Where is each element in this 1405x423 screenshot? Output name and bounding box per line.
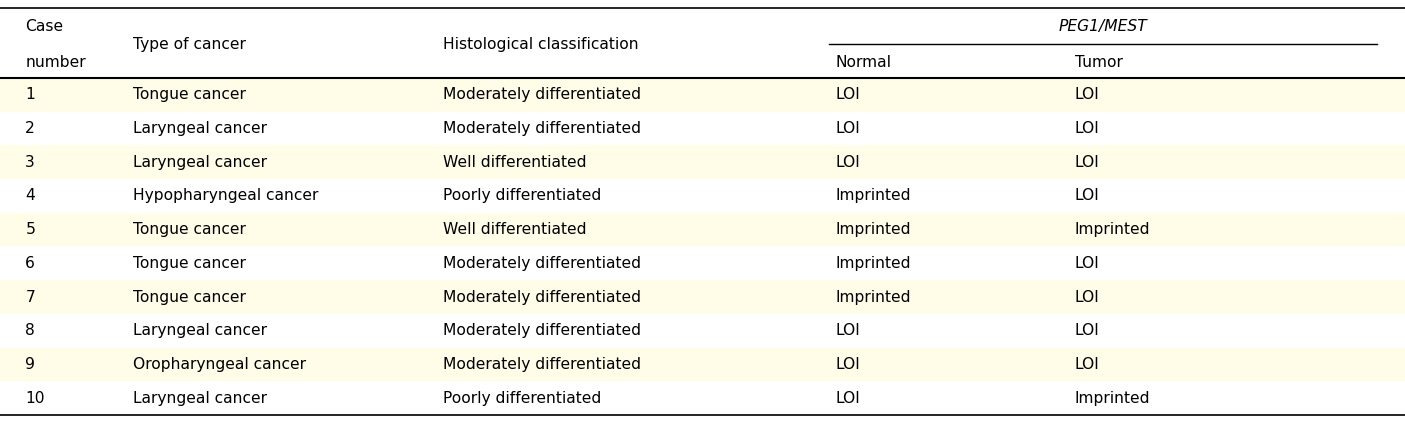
Text: 8: 8 <box>25 323 35 338</box>
Text: 6: 6 <box>25 256 35 271</box>
Text: Imprinted: Imprinted <box>836 290 912 305</box>
Bar <box>0 213 1405 247</box>
Text: LOI: LOI <box>1075 155 1100 170</box>
Text: 1: 1 <box>25 88 35 102</box>
Bar <box>0 280 1405 314</box>
Text: Well differentiated: Well differentiated <box>443 155 586 170</box>
Text: 9: 9 <box>25 357 35 372</box>
Text: LOI: LOI <box>1075 357 1100 372</box>
Text: Imprinted: Imprinted <box>836 256 912 271</box>
Bar <box>0 78 1405 112</box>
Text: Normal: Normal <box>836 55 892 70</box>
Text: LOI: LOI <box>1075 88 1100 102</box>
Text: Laryngeal cancer: Laryngeal cancer <box>133 121 267 136</box>
Text: 2: 2 <box>25 121 35 136</box>
Bar <box>0 146 1405 179</box>
Text: Imprinted: Imprinted <box>1075 222 1151 237</box>
Text: Well differentiated: Well differentiated <box>443 222 586 237</box>
Text: Moderately differentiated: Moderately differentiated <box>443 88 641 102</box>
Text: Case: Case <box>25 19 63 34</box>
Text: Tongue cancer: Tongue cancer <box>133 222 246 237</box>
Text: Type of cancer: Type of cancer <box>133 37 246 52</box>
Text: Moderately differentiated: Moderately differentiated <box>443 256 641 271</box>
Text: LOI: LOI <box>836 155 861 170</box>
Text: Tongue cancer: Tongue cancer <box>133 88 246 102</box>
Text: Poorly differentiated: Poorly differentiated <box>443 391 601 406</box>
Text: LOI: LOI <box>836 357 861 372</box>
Text: LOI: LOI <box>1075 121 1100 136</box>
Text: 10: 10 <box>25 391 45 406</box>
Text: Laryngeal cancer: Laryngeal cancer <box>133 155 267 170</box>
Text: LOI: LOI <box>836 391 861 406</box>
Text: LOI: LOI <box>1075 290 1100 305</box>
Text: Tongue cancer: Tongue cancer <box>133 290 246 305</box>
Text: LOI: LOI <box>1075 323 1100 338</box>
Text: Moderately differentiated: Moderately differentiated <box>443 290 641 305</box>
Text: Laryngeal cancer: Laryngeal cancer <box>133 391 267 406</box>
Text: Histological classification: Histological classification <box>443 37 638 52</box>
Text: 4: 4 <box>25 189 35 203</box>
Text: LOI: LOI <box>836 121 861 136</box>
Text: 3: 3 <box>25 155 35 170</box>
Text: Laryngeal cancer: Laryngeal cancer <box>133 323 267 338</box>
Text: Moderately differentiated: Moderately differentiated <box>443 357 641 372</box>
Text: LOI: LOI <box>836 323 861 338</box>
Text: LOI: LOI <box>1075 256 1100 271</box>
Text: LOI: LOI <box>836 88 861 102</box>
Text: number: number <box>25 55 86 70</box>
Text: Oropharyngeal cancer: Oropharyngeal cancer <box>133 357 306 372</box>
Text: Hypopharyngeal cancer: Hypopharyngeal cancer <box>133 189 319 203</box>
Text: Moderately differentiated: Moderately differentiated <box>443 121 641 136</box>
Text: Poorly differentiated: Poorly differentiated <box>443 189 601 203</box>
Text: Moderately differentiated: Moderately differentiated <box>443 323 641 338</box>
Text: Imprinted: Imprinted <box>836 189 912 203</box>
Text: Tumor: Tumor <box>1075 55 1123 70</box>
Bar <box>0 348 1405 381</box>
Text: LOI: LOI <box>1075 189 1100 203</box>
Text: 7: 7 <box>25 290 35 305</box>
Text: Tongue cancer: Tongue cancer <box>133 256 246 271</box>
Text: Imprinted: Imprinted <box>1075 391 1151 406</box>
Text: 5: 5 <box>25 222 35 237</box>
Text: PEG1/MEST: PEG1/MEST <box>1058 19 1148 34</box>
Text: Imprinted: Imprinted <box>836 222 912 237</box>
